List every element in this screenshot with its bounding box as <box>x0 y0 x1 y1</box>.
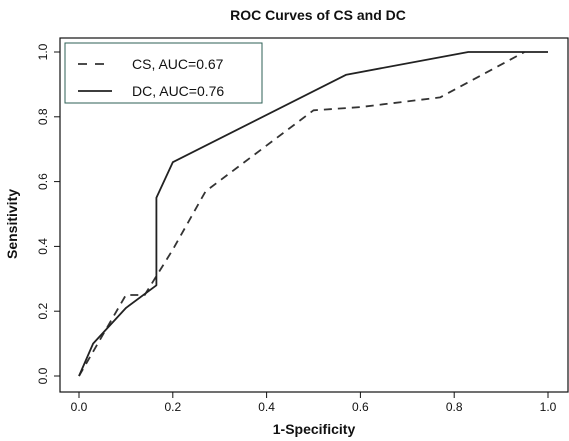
x-tick-label: 0.2 <box>164 400 181 414</box>
x-tick-label: 0.8 <box>446 400 463 414</box>
x-tick-label: 0.4 <box>258 400 275 414</box>
x-tick-label: 0.0 <box>71 400 88 414</box>
chart-title: ROC Curves of CS and DC <box>230 7 406 23</box>
y-axis: 0.0 0.2 0.4 0.6 0.8 1.0 <box>36 43 60 384</box>
series-line-dc <box>78 51 548 377</box>
legend-label: DC, AUC=0.76 <box>132 83 224 99</box>
x-axis: 0.0 0.2 0.4 0.6 0.8 1.0 <box>71 392 557 414</box>
y-tick-label: 0.4 <box>36 238 50 255</box>
legend: CS, AUC=0.67 DC, AUC=0.76 <box>64 42 263 104</box>
plot-frame <box>59 37 569 393</box>
legend-label: CS, AUC=0.67 <box>132 56 224 72</box>
y-tick-label: 1.0 <box>36 43 50 60</box>
y-tick-label: 0.8 <box>36 108 50 125</box>
x-tick-label: 1.0 <box>540 400 557 414</box>
y-axis-label: Sensitivity <box>4 189 20 259</box>
x-axis-label: 1-Specificity <box>273 421 356 437</box>
y-tick-label: 0.0 <box>36 367 50 384</box>
series-layer <box>78 51 548 377</box>
series-line-cs <box>78 51 525 377</box>
y-tick-label: 0.6 <box>36 173 50 190</box>
y-tick-label: 0.2 <box>36 303 50 320</box>
x-tick-label: 0.6 <box>352 400 369 414</box>
legend-box <box>64 42 263 104</box>
